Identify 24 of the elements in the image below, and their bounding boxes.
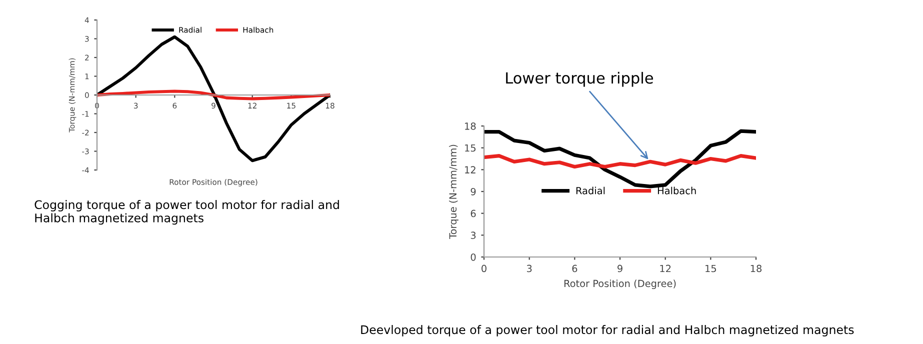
x-tick-label: 3	[526, 264, 532, 272]
x-tick-label: 18	[750, 264, 762, 272]
y-tick-label: 9	[470, 188, 476, 196]
legend-label: Radial	[576, 186, 605, 194]
legend-label: Halbach	[658, 186, 696, 194]
y-tick-label: 0	[470, 253, 476, 261]
x-axis-title: Rotor Position (Degree)	[564, 280, 676, 290]
y-tick-label: 3	[470, 232, 476, 239]
x-tick-label: 15	[706, 264, 716, 272]
text: Deevloped torque of a power tool motor for radial and Halbch magnetized magnets	[361, 325, 854, 336]
x-tick-label: 9	[618, 264, 622, 272]
y-tick-label: 12	[465, 166, 476, 174]
line-series	[484, 129, 756, 188]
y-tick-label: 6	[470, 210, 476, 218]
x-tick-label: 0	[482, 264, 486, 272]
x-tick-label: 6	[572, 264, 578, 272]
line-series	[97, 90, 330, 100]
y-tick-label: 15	[465, 144, 476, 152]
y-axis-title: Torque (N-mm/mm)	[449, 144, 458, 240]
line-series	[484, 154, 756, 169]
text: Cogging torque of a power tool motor for radial and Halbch magnetized magnets	[34, 200, 339, 225]
annotation: Lower torque ripple	[506, 72, 653, 87]
y-tick-label: 18	[465, 122, 476, 130]
x-tick-label: 12	[660, 264, 671, 272]
